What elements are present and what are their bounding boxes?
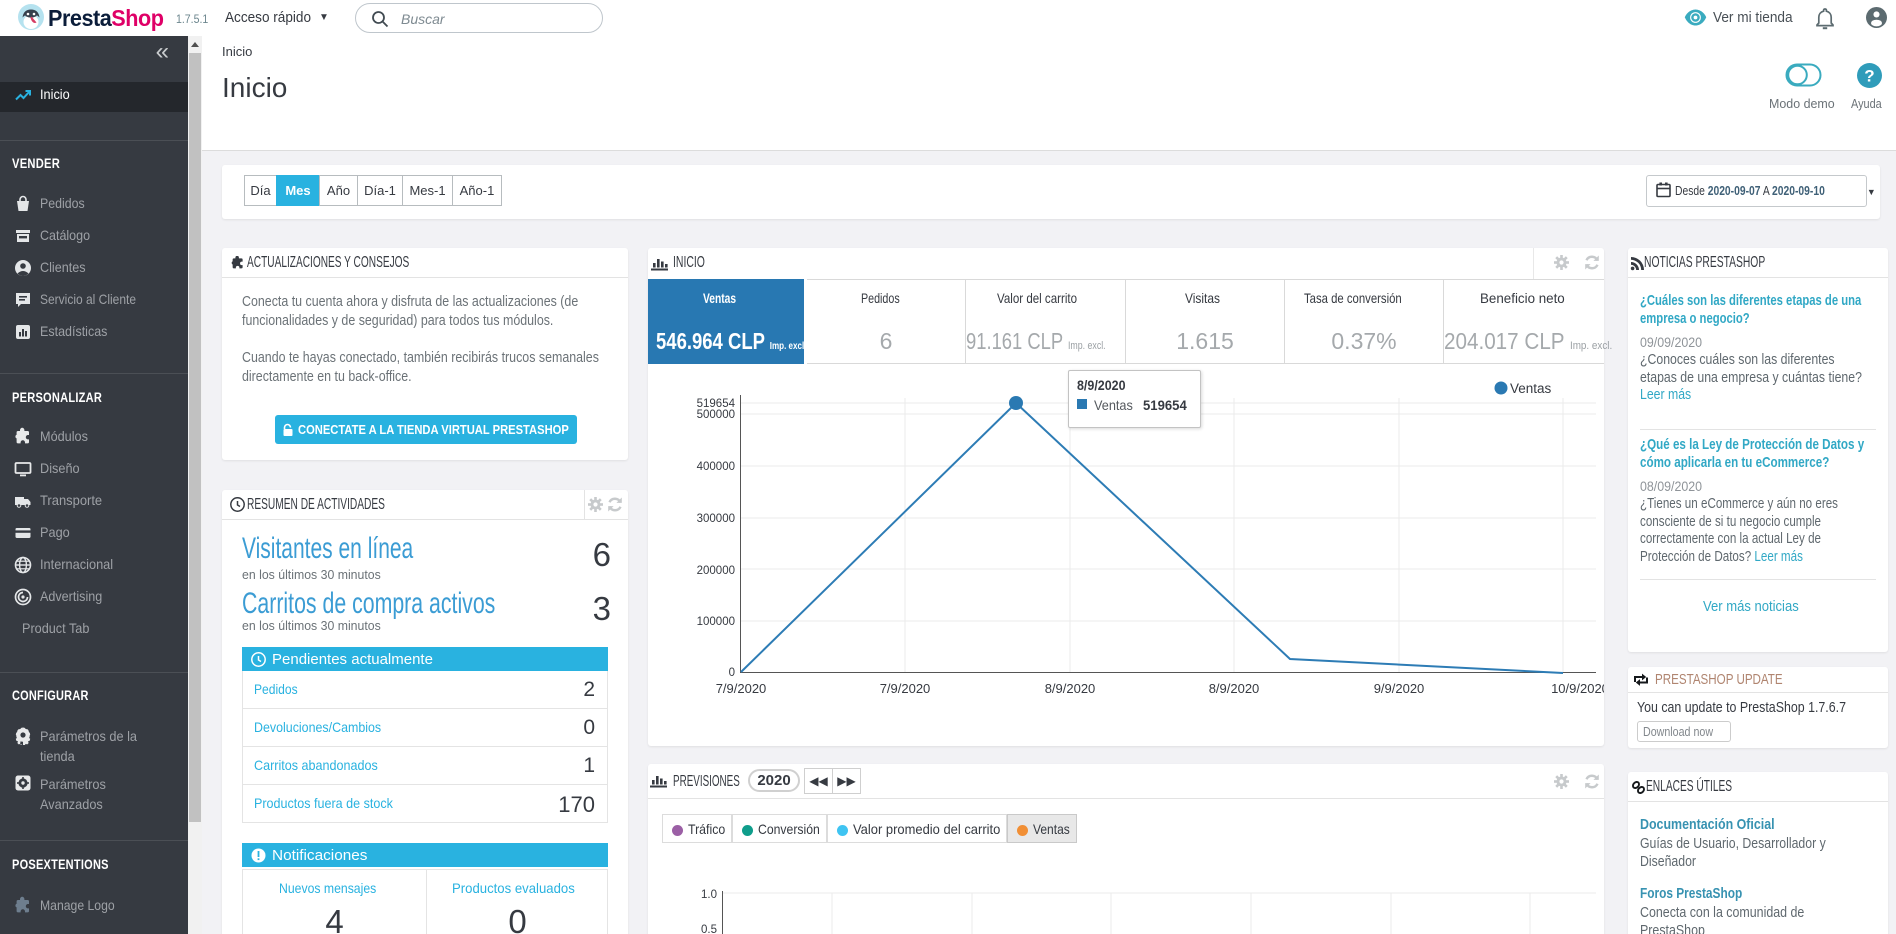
svg-text:8/9/2020: 8/9/2020 <box>1209 681 1260 696</box>
svg-text:1.0: 1.0 <box>701 889 717 901</box>
svg-text:10/9/2020: 10/9/2020 <box>1551 681 1604 696</box>
svg-text:0: 0 <box>729 667 735 679</box>
svg-text:8/9/2020: 8/9/2020 <box>1045 681 1096 696</box>
svg-text:7/9/2020: 7/9/2020 <box>716 681 767 696</box>
svg-text:7/9/2020: 7/9/2020 <box>880 681 931 696</box>
svg-text:500000: 500000 <box>697 409 735 421</box>
svg-text:?: ? <box>1864 66 1874 85</box>
svg-text:200000: 200000 <box>697 565 735 577</box>
svg-text:519654: 519654 <box>697 398 736 410</box>
svg-text:Ventas: Ventas <box>1510 381 1552 396</box>
svg-text:100000: 100000 <box>697 616 735 628</box>
svg-text:9/9/2020: 9/9/2020 <box>1374 681 1425 696</box>
svg-text:300000: 300000 <box>697 513 735 525</box>
svg-text:400000: 400000 <box>697 461 735 473</box>
svg-text:0.5: 0.5 <box>701 924 717 934</box>
